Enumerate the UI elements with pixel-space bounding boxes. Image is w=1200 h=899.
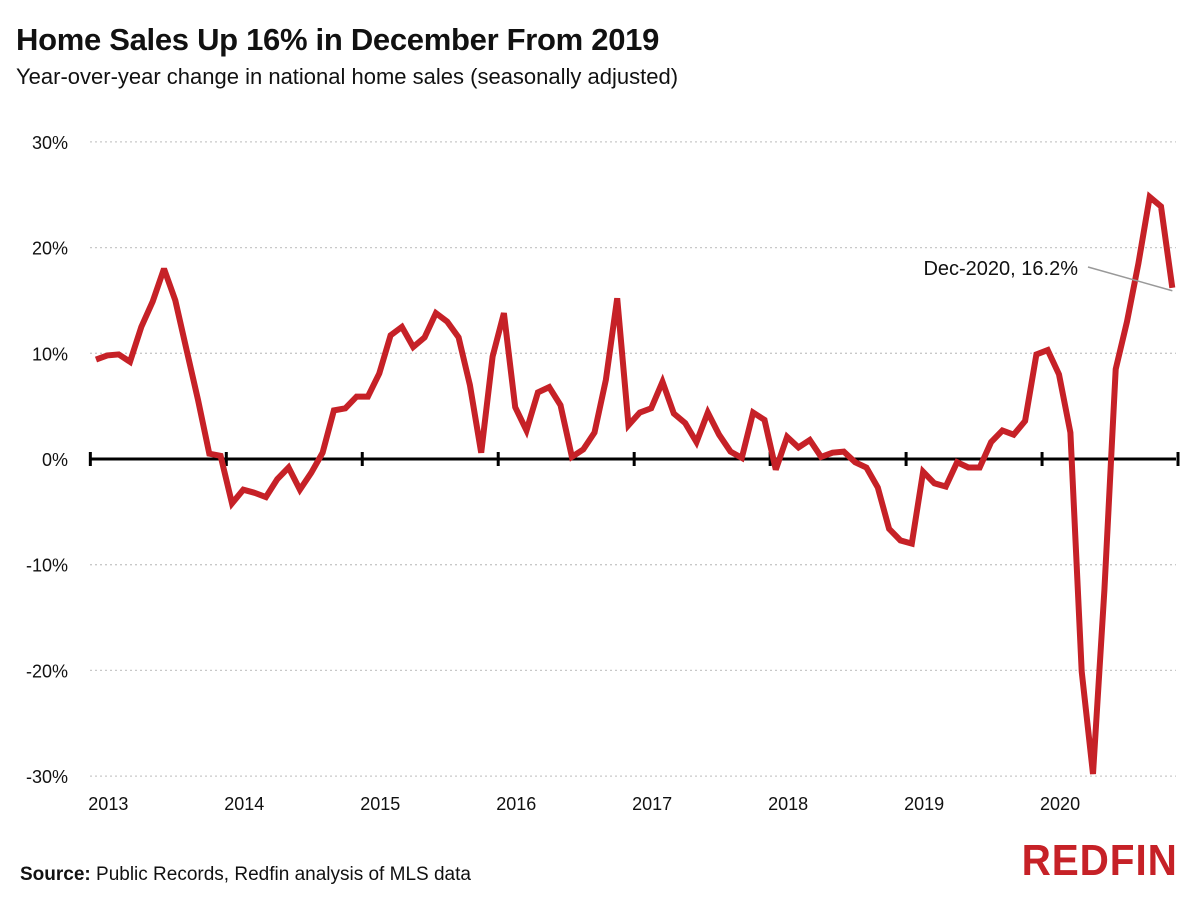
y-tick-label: 30% [32, 133, 68, 153]
annotation-label: Dec-2020, 16.2% [923, 258, 1078, 280]
source-label: Source: [20, 864, 91, 885]
y-tick-label: -20% [26, 661, 68, 681]
x-tick-label: 2018 [768, 794, 808, 814]
chart-title: Home Sales Up 16% in December From 2019 [16, 22, 660, 57]
source-text: Public Records, Redfin analysis of MLS d… [96, 864, 471, 885]
x-tick-label: 2013 [88, 794, 128, 814]
x-tick-label: 2017 [632, 794, 672, 814]
x-tick-label: 2015 [360, 794, 400, 814]
y-tick-label: -10% [26, 556, 68, 576]
x-tick-label: 2016 [496, 794, 536, 814]
redfin-logo: REDFIN [1021, 836, 1178, 885]
x-tick-label: 2019 [904, 794, 944, 814]
y-tick-label: 0% [42, 450, 68, 470]
y-tick-label: -30% [26, 767, 68, 787]
chart-subtitle: Year-over-year change in national home s… [16, 64, 679, 89]
series-line [94, 191, 1176, 775]
source-note: Source: Public Records, Redfin analysis … [20, 864, 471, 886]
x-tick-label: 2014 [224, 794, 264, 814]
annotation-leader-line [1087, 266, 1173, 292]
y-tick-label: 20% [32, 239, 68, 259]
y-tick-label: 10% [32, 344, 68, 364]
x-tick-label: 2020 [1040, 794, 1080, 814]
